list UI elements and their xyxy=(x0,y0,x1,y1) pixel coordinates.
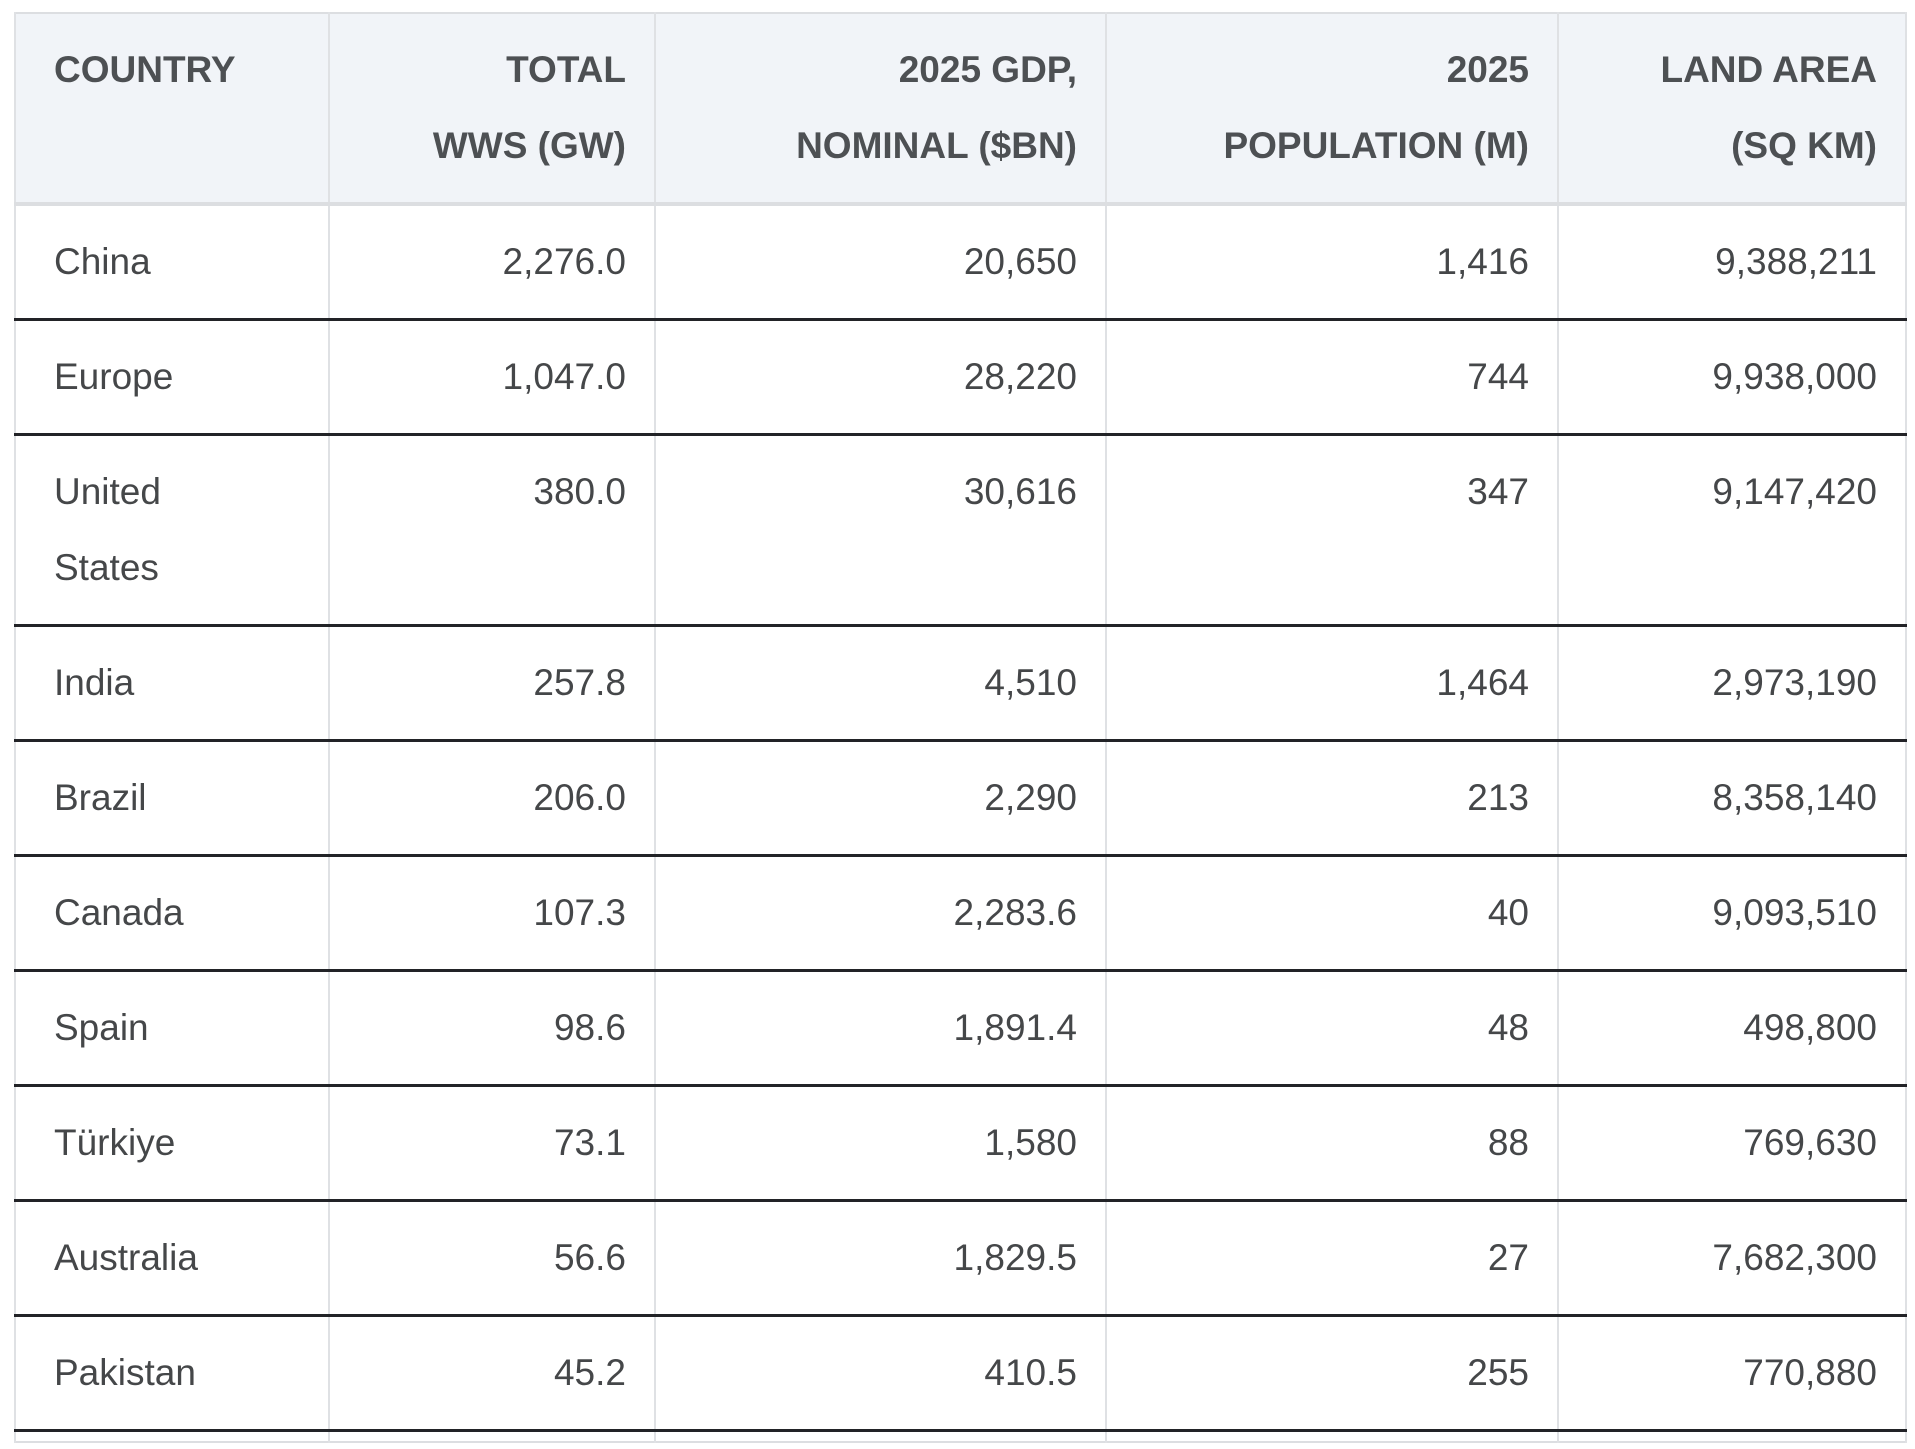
table-row: Pakistan 45.2 410.5 255 770,880 xyxy=(14,1314,1907,1431)
cell-population: 40 xyxy=(1105,854,1559,971)
table-row-cutoff xyxy=(14,1429,1907,1442)
cell-land-area: 9,938,000 xyxy=(1557,318,1907,435)
cell-total-wws: 257.8 xyxy=(328,624,656,741)
header-row: COUNTRY TOTAL WWS (GW) 2025 GDP, NOMINAL… xyxy=(14,13,1907,206)
cell-gdp: 1,580 xyxy=(654,1084,1107,1201)
table-row: Australia 56.6 1,829.5 27 7,682,300 xyxy=(14,1199,1907,1316)
table-row: Spain 98.6 1,891.4 48 498,800 xyxy=(14,969,1907,1086)
table-row: United States 380.0 30,616 347 9,147,420 xyxy=(14,433,1907,626)
cell-population: 255 xyxy=(1105,1314,1559,1431)
cell-population: 1,416 xyxy=(1105,204,1559,320)
cell-total-wws: 1,047.0 xyxy=(328,318,656,435)
cell-population xyxy=(1105,1429,1559,1442)
cell-land-area: 9,388,211 xyxy=(1557,204,1907,320)
cell-land-area xyxy=(1557,1429,1907,1442)
cell-total-wws: 56.6 xyxy=(328,1199,656,1316)
cell-country: Australia xyxy=(14,1199,330,1316)
cell-total-wws xyxy=(328,1429,656,1442)
cell-country: India xyxy=(14,624,330,741)
column-header-land-area: LAND AREA (SQ KM) xyxy=(1557,13,1907,206)
table-row: China 2,276.0 20,650 1,416 9,388,211 xyxy=(14,204,1907,320)
cell-gdp: 4,510 xyxy=(654,624,1107,741)
column-header-gdp: 2025 GDP, NOMINAL ($BN) xyxy=(654,13,1107,206)
cell-population: 48 xyxy=(1105,969,1559,1086)
cell-population: 744 xyxy=(1105,318,1559,435)
cell-land-area: 2,973,190 xyxy=(1557,624,1907,741)
cell-land-area: 770,880 xyxy=(1557,1314,1907,1431)
cell-country: China xyxy=(14,204,330,320)
cell-total-wws: 2,276.0 xyxy=(328,204,656,320)
cell-population: 27 xyxy=(1105,1199,1559,1316)
table-row: Brazil 206.0 2,290 213 8,358,140 xyxy=(14,739,1907,856)
wws-country-table: COUNTRY TOTAL WWS (GW) 2025 GDP, NOMINAL… xyxy=(14,12,1907,1443)
cell-total-wws: 45.2 xyxy=(328,1314,656,1431)
cell-land-area: 9,147,420 xyxy=(1557,433,1907,626)
cell-country: Europe xyxy=(14,318,330,435)
table-row: Europe 1,047.0 28,220 744 9,938,000 xyxy=(14,318,1907,435)
cell-gdp: 2,283.6 xyxy=(654,854,1107,971)
table-header: COUNTRY TOTAL WWS (GW) 2025 GDP, NOMINAL… xyxy=(14,13,1907,206)
cell-country: Türkiye xyxy=(14,1084,330,1201)
cell-total-wws: 206.0 xyxy=(328,739,656,856)
cell-population: 213 xyxy=(1105,739,1559,856)
cell-country: Spain xyxy=(14,969,330,1086)
table-row: Türkiye 73.1 1,580 88 769,630 xyxy=(14,1084,1907,1201)
cell-gdp xyxy=(654,1429,1107,1442)
cell-population: 88 xyxy=(1105,1084,1559,1201)
cell-total-wws: 98.6 xyxy=(328,969,656,1086)
cell-total-wws: 380.0 xyxy=(328,433,656,626)
cell-gdp: 1,891.4 xyxy=(654,969,1107,1086)
cell-population: 347 xyxy=(1105,433,1559,626)
cell-land-area: 8,358,140 xyxy=(1557,739,1907,856)
column-header-total-wws: TOTAL WWS (GW) xyxy=(328,13,656,206)
cell-land-area: 9,093,510 xyxy=(1557,854,1907,971)
table-row: India 257.8 4,510 1,464 2,973,190 xyxy=(14,624,1907,741)
cell-country xyxy=(14,1429,330,1442)
cell-land-area: 769,630 xyxy=(1557,1084,1907,1201)
cell-total-wws: 107.3 xyxy=(328,854,656,971)
cell-gdp: 2,290 xyxy=(654,739,1107,856)
cell-country: Canada xyxy=(14,854,330,971)
cell-gdp: 20,650 xyxy=(654,204,1107,320)
cell-gdp: 410.5 xyxy=(654,1314,1107,1431)
cell-gdp: 28,220 xyxy=(654,318,1107,435)
cell-population: 1,464 xyxy=(1105,624,1559,741)
cell-gdp: 30,616 xyxy=(654,433,1107,626)
cell-land-area: 7,682,300 xyxy=(1557,1199,1907,1316)
cell-total-wws: 73.1 xyxy=(328,1084,656,1201)
column-header-population: 2025 POPULATION (M) xyxy=(1105,13,1559,206)
cell-land-area: 498,800 xyxy=(1557,969,1907,1086)
table-body: China 2,276.0 20,650 1,416 9,388,211 Eur… xyxy=(14,204,1907,1442)
cell-country: Brazil xyxy=(14,739,330,856)
cell-country: United States xyxy=(14,433,330,626)
cell-gdp: 1,829.5 xyxy=(654,1199,1107,1316)
column-header-country: COUNTRY xyxy=(14,13,330,206)
cell-country: Pakistan xyxy=(14,1314,330,1431)
table-row: Canada 107.3 2,283.6 40 9,093,510 xyxy=(14,854,1907,971)
